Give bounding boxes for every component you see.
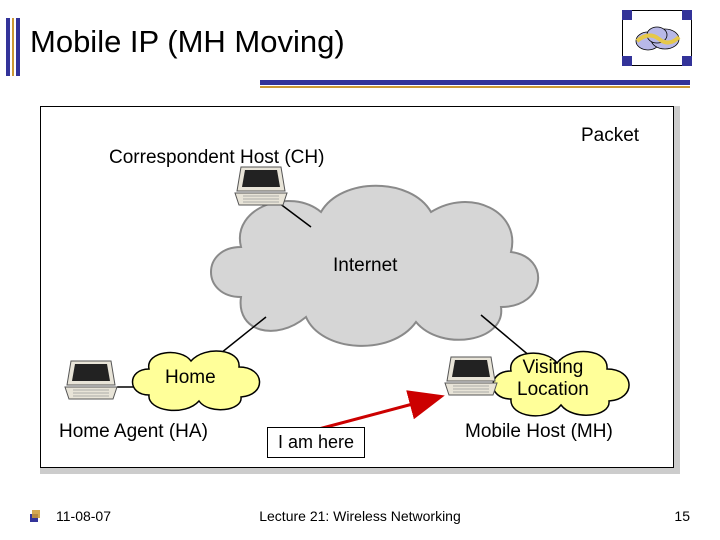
- ha-label: Home Agent (HA): [59, 421, 208, 443]
- title-underline: [0, 80, 690, 92]
- visiting-label: Visiting Location: [517, 357, 589, 401]
- diagram-frame-shadow: Packet Correspondent Host (CH) Internet …: [40, 106, 680, 474]
- ha-computer-icon: [63, 359, 119, 401]
- i-am-here-box: I am here: [267, 427, 365, 458]
- packet-label: Packet: [581, 125, 639, 147]
- mh-computer-icon: [443, 355, 499, 397]
- slide: Mobile IP (MH Moving): [0, 0, 720, 540]
- logo: [622, 10, 692, 66]
- title-bar: Mobile IP (MH Moving): [0, 18, 720, 88]
- ch-label: Correspondent Host (CH): [109, 147, 324, 169]
- logo-cloud-icon: [633, 25, 683, 53]
- title-accent: [0, 18, 24, 76]
- mh-label: Mobile Host (MH): [465, 421, 613, 443]
- diagram: Packet Correspondent Host (CH) Internet …: [40, 106, 674, 468]
- footer-page: 15: [674, 508, 690, 524]
- slide-title: Mobile IP (MH Moving): [30, 24, 345, 60]
- i-am-here-label: I am here: [278, 432, 354, 452]
- footer-lecture: Lecture 21: Wireless Networking: [0, 508, 720, 524]
- home-label: Home: [165, 367, 216, 389]
- footer: 11-08-07 Lecture 21: Wireless Networking…: [0, 506, 720, 534]
- ch-computer-icon: [233, 165, 289, 207]
- internet-label: Internet: [333, 255, 397, 277]
